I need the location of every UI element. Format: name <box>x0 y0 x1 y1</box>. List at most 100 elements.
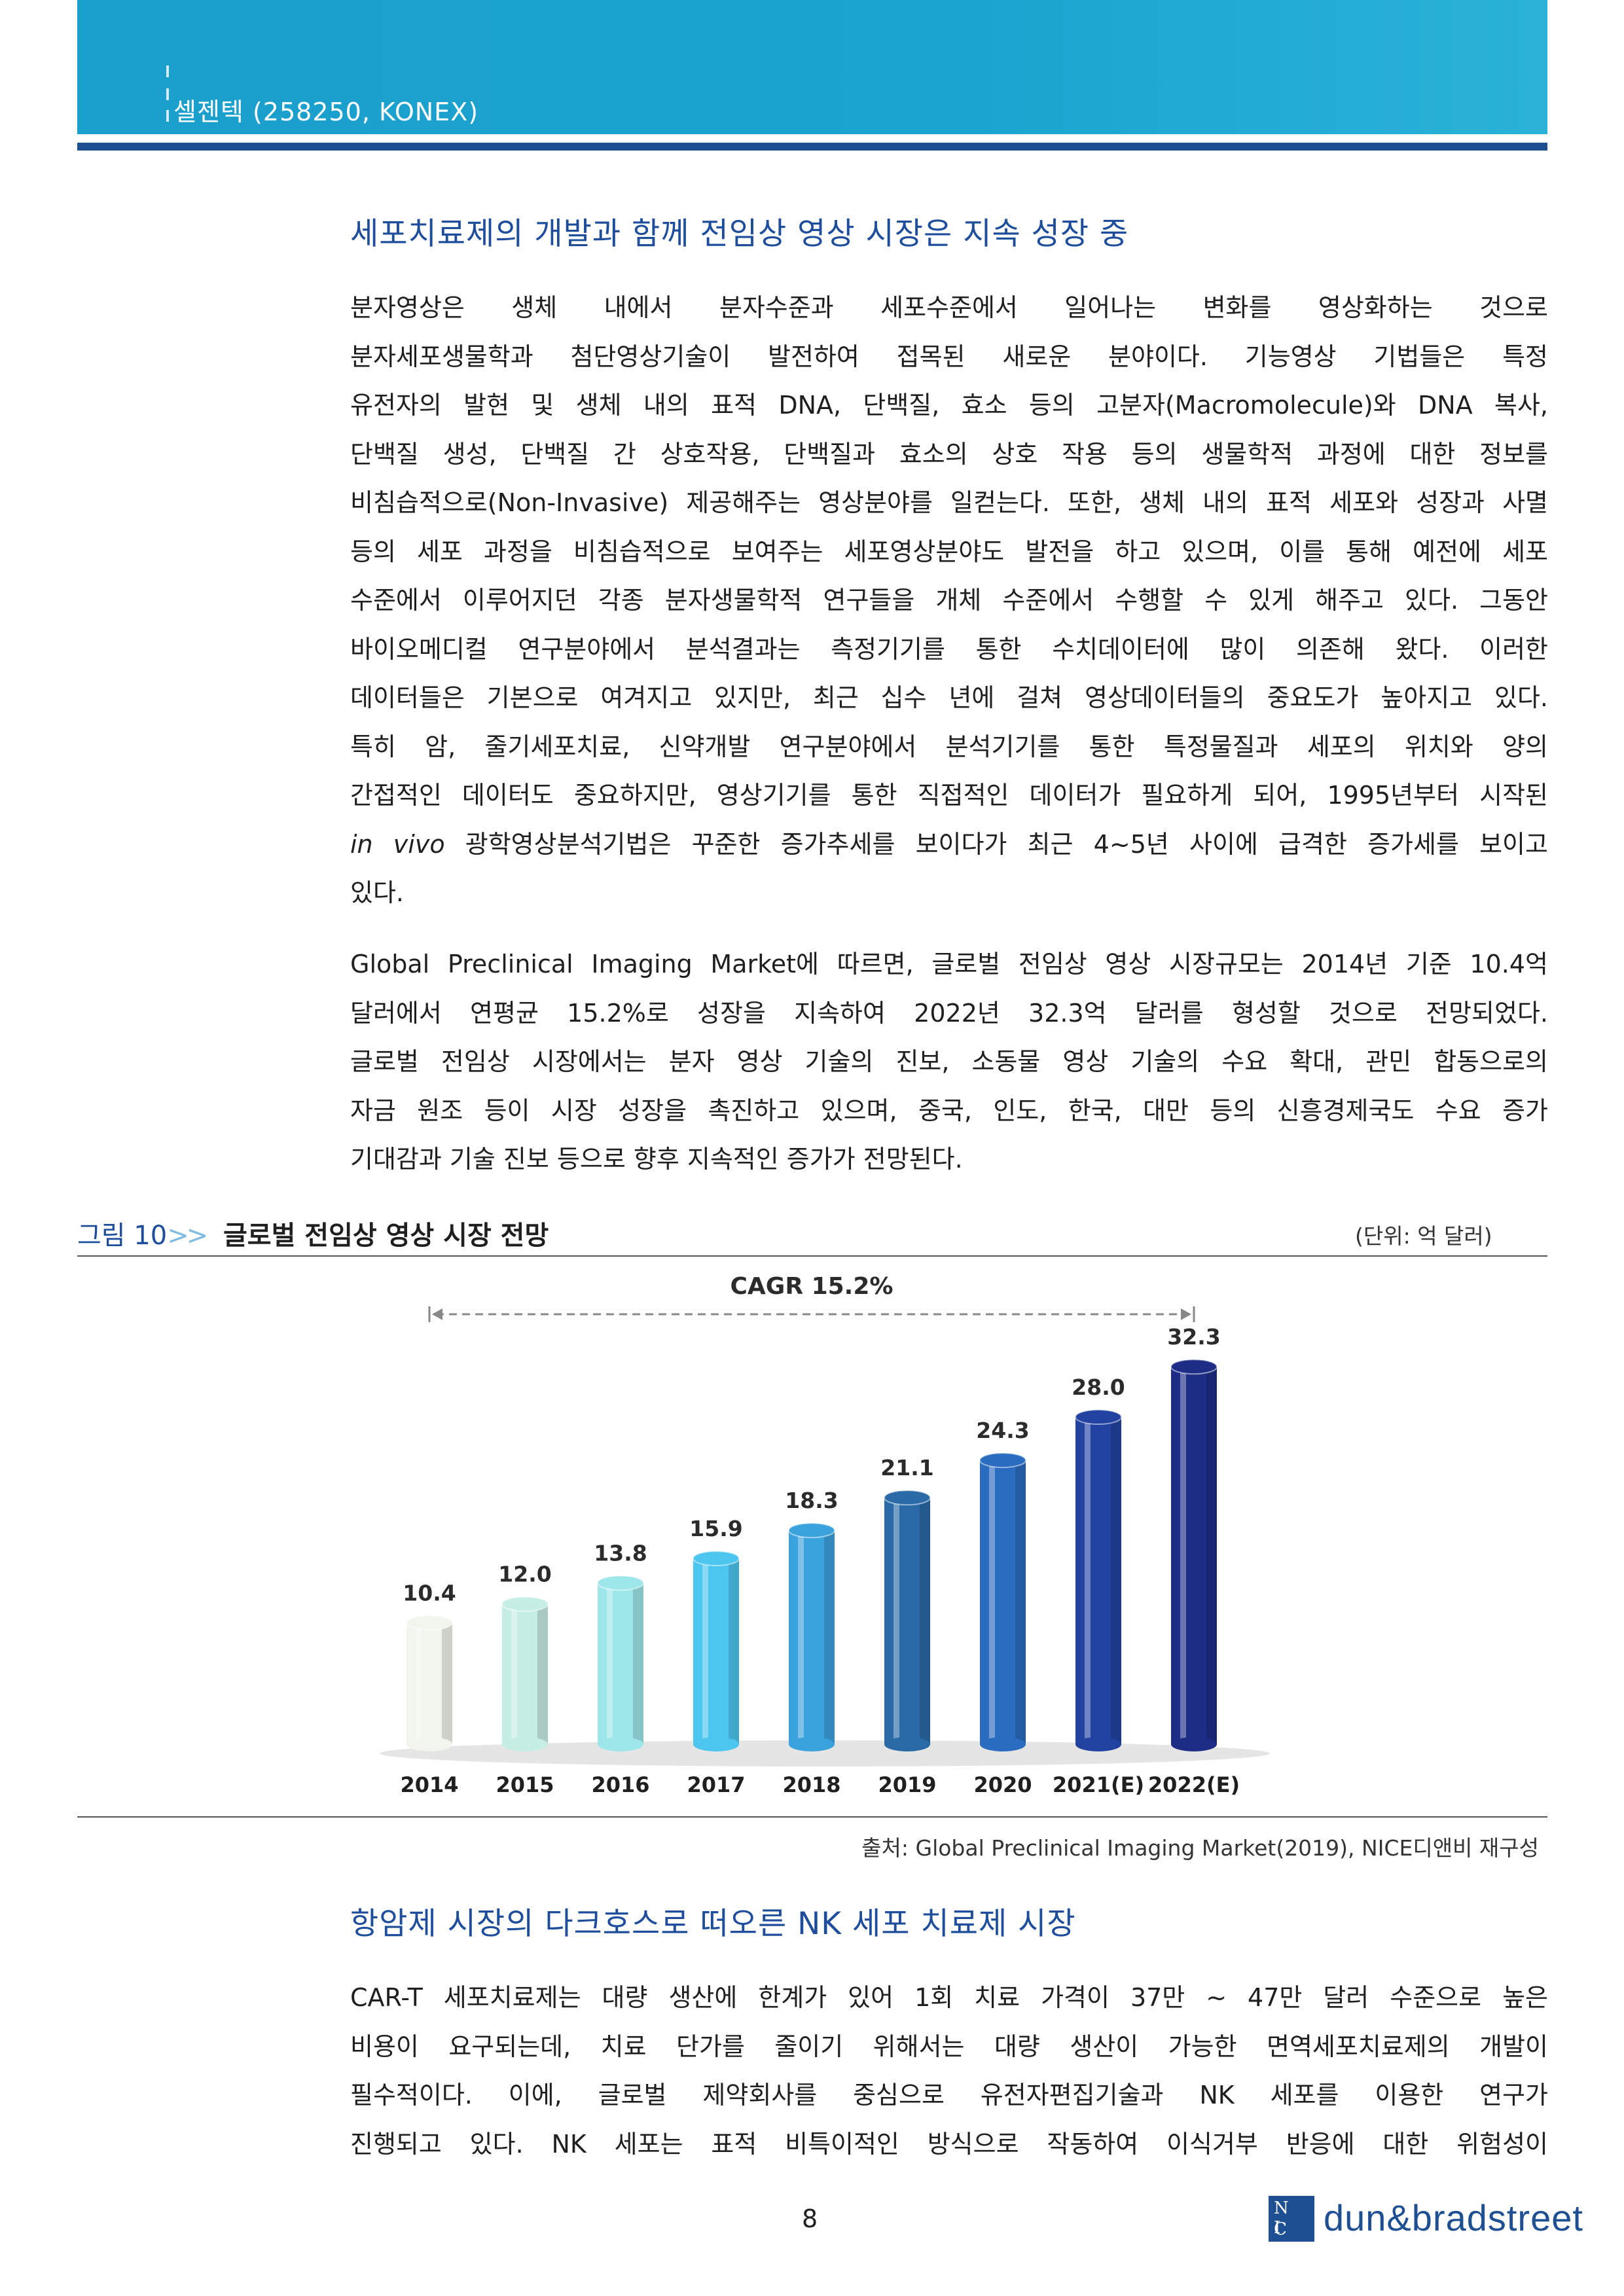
logo-box-bottom: C E <box>1274 2219 1296 2259</box>
paragraph-line: 진행되고 있다. NK 세포는 표적 비특이적인 방식으로 작동하여 이식거부 … <box>350 2129 1548 2159</box>
bar-highlight <box>1180 1371 1186 1740</box>
bar-shade <box>1111 1417 1121 1744</box>
bar-base <box>789 1737 835 1751</box>
bar-highlight <box>702 1562 708 1740</box>
bar-top <box>788 1522 835 1539</box>
cagr-arrow-right-icon <box>1181 1308 1191 1320</box>
paragraph-line: 기대감과 기술 진보 등으로 향후 지속적인 증가가 전망된다. <box>350 1145 963 1174</box>
header-bar <box>77 0 1547 134</box>
paragraph-line: 필수적이다. 이에, 글로벌 제약회사를 중심으로 유전자편집기술과 NK 세포… <box>350 2081 1548 2109</box>
section-heading: 항암제 시장의 다크호스로 떠오른 NK 세포 치료제 시장 <box>350 1906 1076 1942</box>
header-tick <box>166 110 169 122</box>
paragraph-line-rest: 광학영상분석기법은 꾸준한 증가추세를 보이다가 최근 4~5년 사이에 급격한… <box>444 829 1548 859</box>
paragraph-3: CAR-T 세포치료제는 대량 생산에 한계가 있어 1회 치료 가격이 37만… <box>350 1973 1548 2168</box>
bar-highlight <box>416 1626 422 1740</box>
header-rule <box>77 143 1547 151</box>
bar-top <box>979 1452 1026 1469</box>
bar-shade <box>1206 1367 1217 1744</box>
paragraph-line: 달러에서 연평균 15.2%로 성장을 지속하여 2022년 32.3억 달러를… <box>350 998 1548 1028</box>
bar-highlight <box>511 1607 517 1740</box>
paragraph-line: Global Preclinical Imaging Market에 따르면, … <box>350 950 1548 978</box>
bar-highlight <box>1085 1421 1091 1740</box>
bar-body <box>884 1498 930 1744</box>
bar-value-label: 13.8 <box>594 1541 647 1566</box>
figure-rule-bottom <box>77 1816 1547 1818</box>
bar-base <box>1171 1737 1217 1751</box>
bar-top <box>1170 1359 1218 1375</box>
bar-top <box>406 1615 453 1631</box>
paragraph-2: Global Preclinical Imaging Market에 따르면, … <box>350 940 1548 1184</box>
bar-top <box>693 1551 740 1567</box>
header-title: 셀젠텍 (258250, KONEX) <box>173 98 479 126</box>
logo-box-top: N I <box>1274 2198 1298 2238</box>
bar-top <box>597 1575 644 1591</box>
paragraph-line: 등의 세포 과정을 비침습적으로 보여주는 세포영상분야도 발전을 하고 있으며… <box>350 537 1548 566</box>
figure-title: 글로벌 전임상 영상 시장 전망 <box>223 1221 549 1251</box>
bar-shade <box>1015 1460 1026 1744</box>
x-tick-label: 2018 <box>782 1772 840 1797</box>
bar-body <box>789 1530 835 1744</box>
figure-rule-top <box>77 1255 1547 1257</box>
x-tick-label: 2020 <box>973 1772 1032 1797</box>
figure-source: 출처: Global Preclinical Imaging Market(20… <box>861 1835 1539 1861</box>
section-heading: 세포치료제의 개발과 함께 전임상 영상 시장은 지속 성장 중 <box>350 216 1129 252</box>
paragraph-line: 특히 암, 줄기세포치료, 신약개발 연구분야에서 분석기기를 통한 특정물질과… <box>350 732 1548 761</box>
bar-body <box>1075 1417 1121 1744</box>
bar-value-label: 10.4 <box>403 1580 456 1605</box>
bar-base <box>980 1737 1026 1751</box>
cagr-arrow-left-icon <box>432 1308 442 1320</box>
figure-caption: 그림 10>> 글로벌 전임상 영상 시장 전망 <box>77 1214 549 1252</box>
bar-shade <box>442 1623 452 1744</box>
paragraph-1: 분자영상은 생체 내에서 분자수준과 세포수준에서 일어나는 변화를 영상화하는… <box>350 283 1548 918</box>
figure-label: 그림 10 <box>77 1221 168 1251</box>
paragraph-line: 분자세포생물학과 첨단영상기술이 발전하여 접목된 새로운 분야이다. 기능영상… <box>350 342 1548 371</box>
x-tick-label: 2016 <box>591 1772 649 1797</box>
bar-body <box>406 1623 452 1744</box>
bar-highlight <box>989 1464 995 1740</box>
bar-shade <box>537 1604 548 1744</box>
paragraph-line: 글로벌 전임상 시장에서는 분자 영상 기술의 진보, 소동물 영상 기술의 수… <box>350 1047 1548 1076</box>
bar-body <box>693 1558 739 1744</box>
bar-base <box>693 1737 739 1751</box>
bar-base <box>1075 1737 1121 1751</box>
bar-body <box>598 1583 643 1744</box>
bar-highlight <box>607 1587 613 1740</box>
bar-base <box>598 1737 643 1751</box>
bar-value-label: 21.1 <box>880 1455 933 1480</box>
paragraph-line: 데이터들은 기본으로 여겨지고 있지만, 최근 십수 년에 걸쳐 영상데이터들의… <box>350 683 1548 712</box>
italic-term: in vivo <box>350 829 445 859</box>
paragraph-line: 수준에서 이루어지던 각종 분자생물학적 연구들을 개체 수준에서 수행할 수 … <box>350 586 1548 615</box>
paragraph-line: 비침습적으로(Non-Invasive) 제공해주는 영상분야를 일컫는다. 또… <box>350 488 1548 517</box>
header-tick <box>166 65 169 77</box>
nice-logo-icon: N I C E <box>1269 2196 1314 2259</box>
bar-top <box>501 1596 549 1612</box>
bar-value-label: 24.3 <box>976 1418 1029 1443</box>
bar-value-label: 12.0 <box>498 1562 551 1587</box>
bar-shade <box>729 1558 739 1744</box>
page-number: 8 <box>802 2204 818 2233</box>
bar-value-label: 18.3 <box>785 1488 838 1513</box>
bar-value-label: 15.9 <box>689 1516 742 1541</box>
paragraph-line: 분자영상은 생체 내에서 분자수준과 세포수준에서 일어나는 변화를 영상화하는… <box>350 293 1548 322</box>
bar-body <box>1171 1367 1217 1744</box>
paragraph-line: 유전자의 발현 및 생체 내의 표적 DNA, 단백질, 효소 등의 고분자(M… <box>350 391 1548 420</box>
cagr-annotation: CAGR 15.2% <box>731 1273 893 1300</box>
x-tick-label: 2015 <box>496 1772 554 1797</box>
bar-body <box>502 1604 548 1744</box>
dnb-logo-text: dun&bradstreet <box>1324 2197 1583 2238</box>
bar-top <box>1075 1409 1122 1425</box>
paragraph-line: 비용이 요구되는데, 치료 단가를 줄이기 위해서는 대량 생산이 가능한 면역… <box>350 2032 1548 2061</box>
paragraph-line: 단백질 생성, 단백질 간 상호작용, 단백질과 효소의 상호 작용 등의 생물… <box>350 439 1548 469</box>
paragraph-line: 자금 원조 등이 시장 성장을 촉진하고 있으며, 중국, 인도, 한국, 대만… <box>350 1096 1548 1125</box>
x-tick-label: 2019 <box>878 1772 936 1797</box>
paragraph-line: 있다. <box>350 878 404 907</box>
bar-body <box>980 1460 1026 1744</box>
paragraph-line-italic: in vivo 광학영상분석기법은 꾸준한 증가추세를 보이다가 최근 4~5년… <box>350 820 1548 869</box>
paragraph-line: 간접적인 데이터도 중요하지만, 영상기기를 통한 직접적인 데이터가 필요하게… <box>350 781 1548 810</box>
x-tick-label: 2017 <box>687 1772 745 1797</box>
bar-highlight <box>798 1534 804 1740</box>
x-tick-label: 2022(E) <box>1148 1772 1240 1797</box>
bar-base <box>406 1737 452 1751</box>
paragraph-line: CAR-T 세포치료제는 대량 생산에 한계가 있어 1회 치료 가격이 37만… <box>350 1983 1548 2012</box>
